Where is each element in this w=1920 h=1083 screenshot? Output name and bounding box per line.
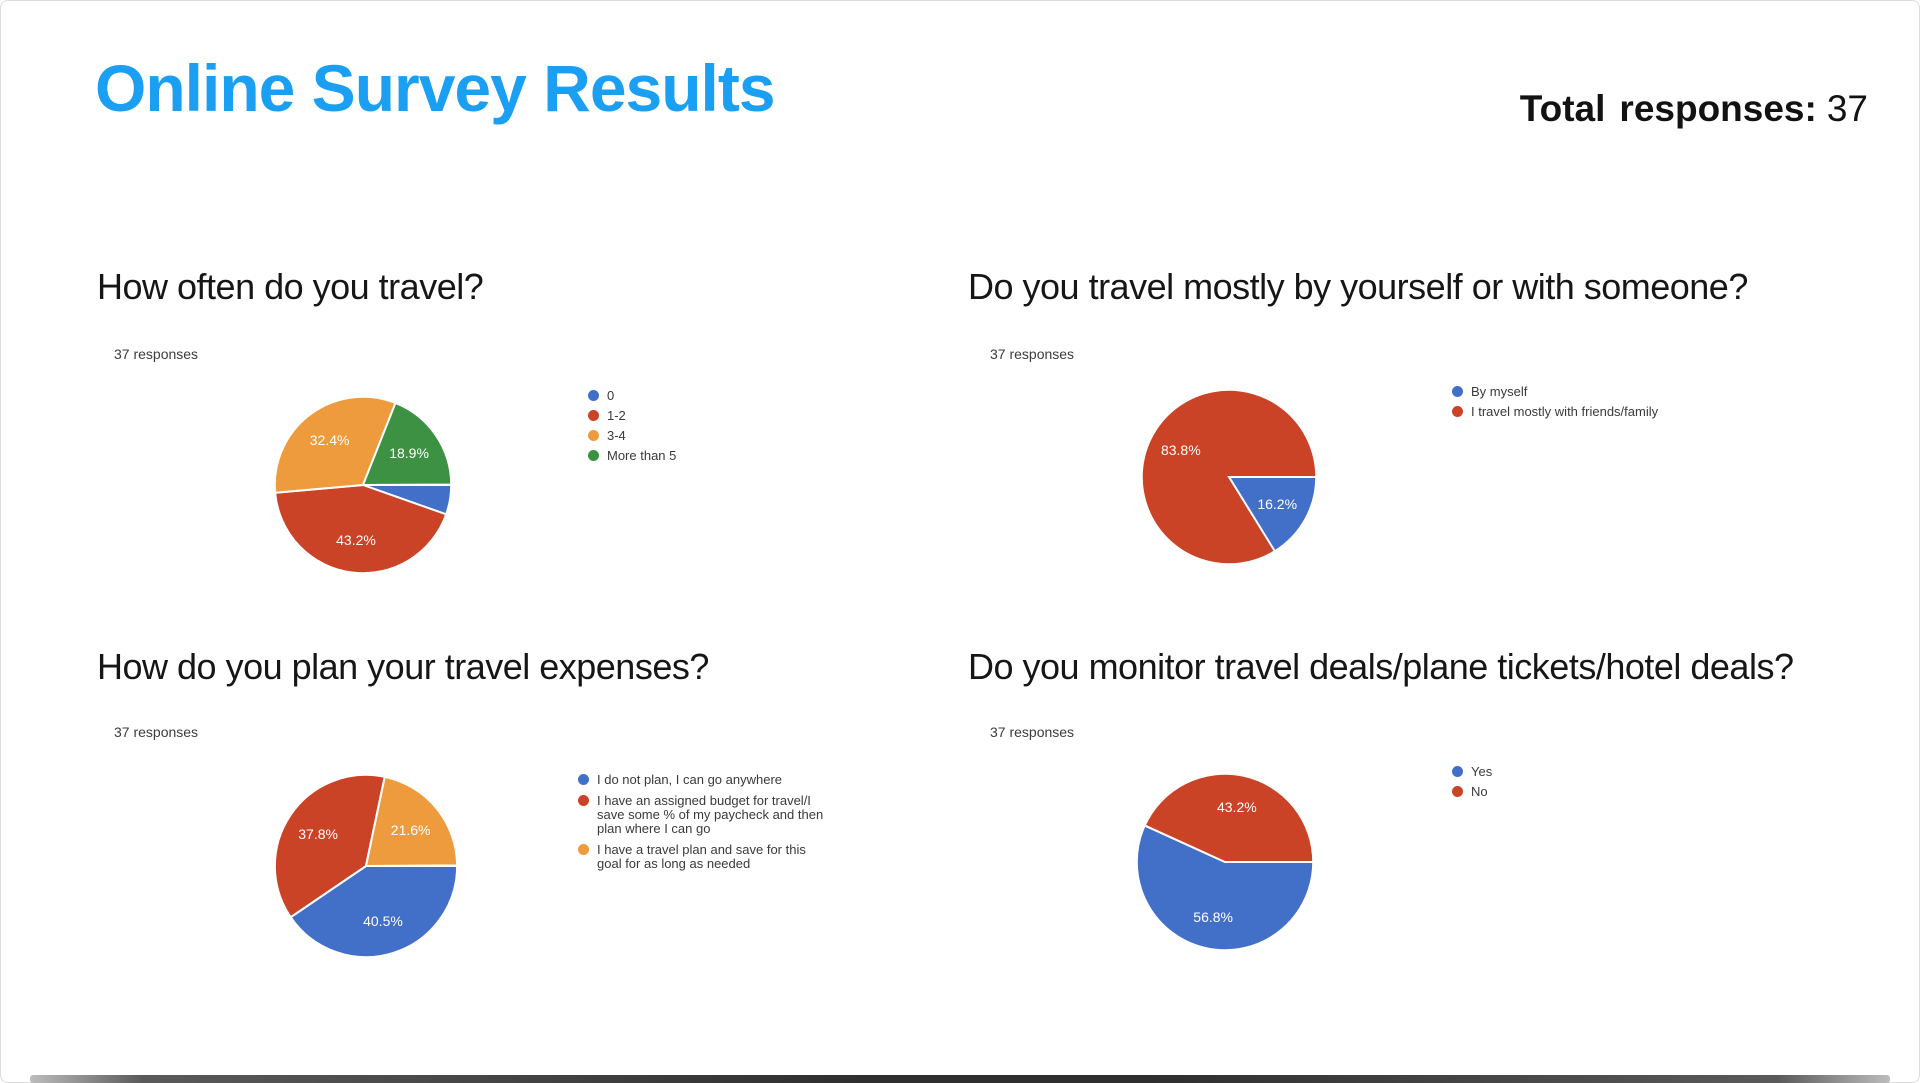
legend-item: By myself bbox=[1452, 385, 1658, 398]
responses-count: 37 responses bbox=[114, 724, 199, 740]
legend-label: 0 bbox=[607, 388, 615, 403]
pie-slice[interactable] bbox=[273, 395, 397, 494]
pie-svg bbox=[273, 395, 453, 575]
legend-swatch-icon bbox=[588, 410, 599, 421]
legend-travel-with: By myself I travel mostly with friends/fa… bbox=[1452, 385, 1658, 418]
slice-percent-label: 40.5% bbox=[363, 913, 403, 930]
question-title-how-often: How often do you travel? bbox=[97, 266, 484, 307]
pie-slice[interactable] bbox=[1227, 476, 1318, 553]
legend-label: 3-4 bbox=[607, 428, 626, 443]
legend-item: I have an assigned budget for travel/I s… bbox=[578, 794, 829, 836]
legend-label: No bbox=[1471, 784, 1488, 799]
pie-svg bbox=[273, 773, 459, 959]
legend-swatch-icon bbox=[588, 450, 599, 461]
slice-percent-label: 37.8% bbox=[298, 825, 338, 842]
slice-percent-label: 83.8% bbox=[1160, 442, 1201, 459]
legend-label: I have a travel plan and save for this g… bbox=[597, 842, 806, 871]
legend-label: I have an assigned budget for travel/I s… bbox=[597, 793, 824, 836]
pie-svg bbox=[1135, 772, 1315, 952]
slide-bottom-edge bbox=[30, 1075, 1890, 1083]
legend-swatch-icon bbox=[588, 430, 599, 441]
legend-swatch-icon bbox=[578, 774, 589, 785]
total-responses: Total responses: 37 bbox=[1520, 88, 1868, 130]
pie-slice[interactable] bbox=[274, 483, 448, 575]
pie-chart-monitor-deals: 56.8% 43.2% bbox=[1135, 772, 1315, 952]
pie-slice[interactable] bbox=[361, 401, 453, 486]
total-label: Total bbox=[1519, 88, 1606, 129]
legend-item: 3-4 bbox=[588, 429, 676, 442]
legend-item: More than 5 bbox=[588, 449, 676, 462]
legend-label: 1-2 bbox=[607, 408, 626, 423]
pie-slice[interactable] bbox=[1140, 388, 1318, 566]
legend-monitor-deals: Yes No bbox=[1452, 765, 1492, 798]
question-title-plan-expenses: How do you plan your travel expenses? bbox=[97, 646, 709, 687]
pie-slice[interactable] bbox=[289, 864, 459, 959]
legend-swatch-icon bbox=[578, 795, 589, 806]
pie-svg bbox=[1140, 388, 1318, 566]
slice-percent-label: 21.6% bbox=[390, 821, 431, 838]
slice-percent-label: 32.4% bbox=[309, 432, 350, 449]
legend-swatch-icon bbox=[578, 844, 589, 855]
legend-swatch-icon bbox=[1452, 386, 1463, 397]
question-title-travel-with: Do you travel mostly by yourself or with… bbox=[968, 266, 1748, 307]
pie-chart-how-often: 43.2% 32.4% 18.9% bbox=[273, 395, 453, 575]
total-responses-value: 37 bbox=[1826, 88, 1868, 129]
legend-item: 0 bbox=[588, 389, 676, 402]
legend-swatch-icon bbox=[1452, 406, 1463, 417]
question-title-monitor-deals: Do you monitor travel deals/plane ticket… bbox=[968, 646, 1794, 687]
legend-item: No bbox=[1452, 785, 1492, 798]
legend-item: I do not plan, I can go anywhere bbox=[578, 773, 829, 787]
legend-how-often: 0 1-2 3-4 More than 5 bbox=[588, 389, 676, 462]
responses-count: 37 responses bbox=[990, 346, 1075, 362]
legend-item: Yes bbox=[1452, 765, 1492, 778]
pie-slice[interactable] bbox=[273, 773, 386, 919]
legend-swatch-icon bbox=[588, 390, 599, 401]
legend-plan-expenses: I do not plan, I can go anywhere I have a… bbox=[578, 773, 829, 871]
legend-item: 1-2 bbox=[588, 409, 676, 422]
legend-label: I do not plan, I can go anywhere bbox=[597, 772, 783, 787]
legend-label: Yes bbox=[1471, 764, 1493, 779]
legend-swatch-icon bbox=[1452, 786, 1463, 797]
page-title: Online Survey Results bbox=[95, 51, 776, 125]
slice-percent-label: 16.2% bbox=[1257, 495, 1298, 512]
pie-slice[interactable] bbox=[1135, 824, 1315, 952]
total-responses-label: responses: bbox=[1619, 88, 1817, 129]
responses-count: 37 responses bbox=[114, 346, 199, 362]
legend-label: By myself bbox=[1471, 384, 1528, 399]
slice-percent-label: 43.2% bbox=[336, 532, 376, 549]
pie-chart-plan-expenses: 40.5% 37.8% 21.6% bbox=[273, 773, 459, 959]
legend-swatch-icon bbox=[1452, 766, 1463, 777]
slice-percent-label: 18.9% bbox=[389, 445, 429, 462]
pie-slice[interactable] bbox=[364, 775, 459, 868]
pie-chart-travel-with: 16.2% 83.8% bbox=[1140, 388, 1318, 566]
slice-percent-label: 43.2% bbox=[1216, 799, 1257, 816]
slice-percent-label: 56.8% bbox=[1193, 908, 1234, 925]
legend-item: I have a travel plan and save for this g… bbox=[578, 843, 829, 871]
responses-count: 37 responses bbox=[990, 724, 1075, 740]
legend-item: I travel mostly with friends/family bbox=[1452, 405, 1658, 418]
legend-label: More than 5 bbox=[607, 448, 677, 463]
pie-slice[interactable] bbox=[1143, 772, 1315, 863]
legend-label: I travel mostly with friends/family bbox=[1471, 404, 1659, 419]
